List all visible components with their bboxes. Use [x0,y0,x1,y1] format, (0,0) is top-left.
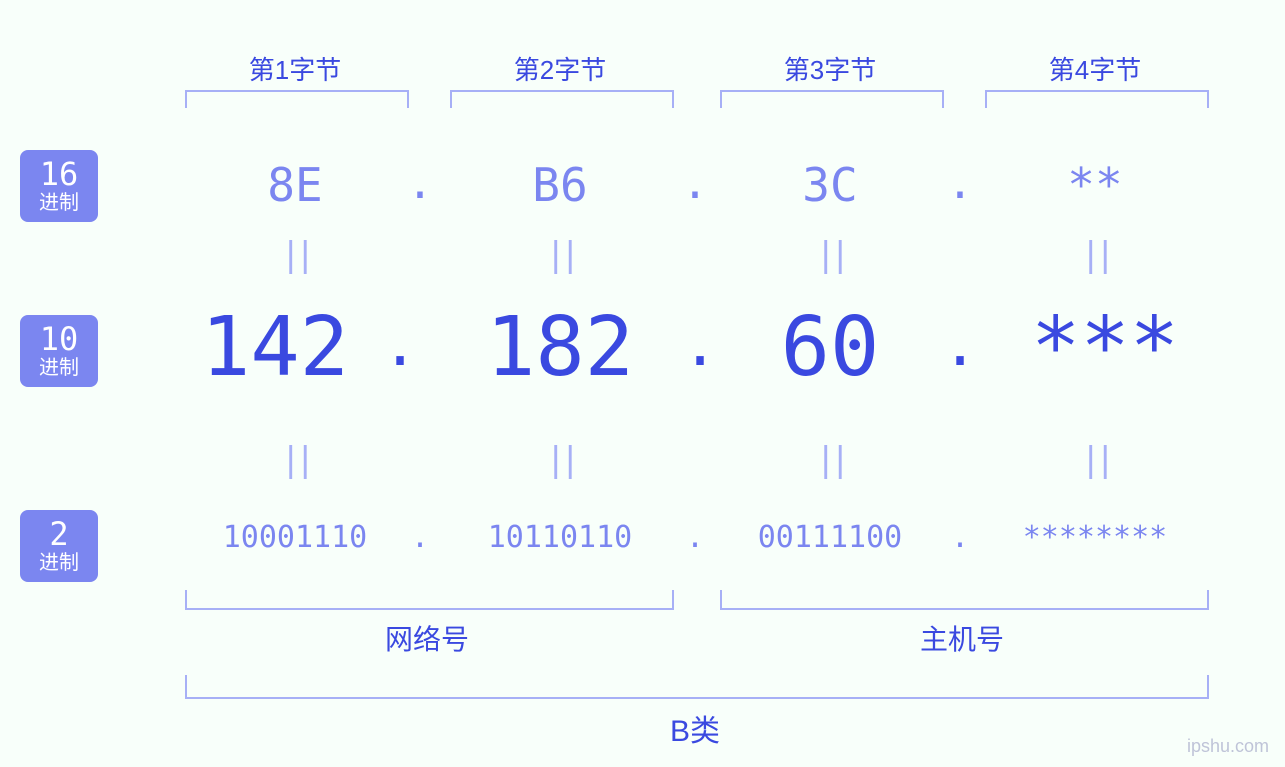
bin-dot-2: . [686,520,704,555]
bin-octet-4: ******** [1023,520,1168,555]
dec-dot-1: . [382,310,418,380]
top-bracket-1 [185,90,409,108]
hex-dot-3: . [947,158,974,209]
dec-dot-2: . [682,310,718,380]
equals-1-4: || [1081,235,1110,275]
dec-dot-3: . [942,310,978,380]
byte-header-3: 第3字节 [784,50,876,87]
bin-dot-3: . [951,520,969,555]
byte-header-1: 第1字节 [249,50,341,87]
network-label: 网络号 [385,618,469,658]
top-bracket-2 [450,90,674,108]
host-label: 主机号 [920,618,1004,658]
network-bracket [185,590,674,610]
dec-octet-2: 182 [486,300,634,395]
byte-header-4: 第4字节 [1049,50,1141,87]
equals-2-3: || [816,440,845,480]
bin-octet-2: 10110110 [488,520,633,555]
equals-2-4: || [1081,440,1110,480]
base-badge-dec: 10 进制 [20,315,98,387]
ip-diagram: 16 进制 10 进制 2 进制 第1字节 第2字节 第3字节 第4字节 8E … [0,0,1285,767]
host-bracket [720,590,1209,610]
bin-octet-1: 10001110 [223,520,368,555]
hex-octet-1: 8E [267,158,322,212]
class-bracket [185,675,1209,699]
dec-octet-3: 60 [781,300,880,395]
base-num-hex: 16 [40,158,79,192]
base-badge-bin: 2 进制 [20,510,98,582]
base-num-bin: 2 [49,518,68,552]
hex-dot-2: . [682,158,709,209]
top-bracket-3 [720,90,944,108]
equals-2-2: || [546,440,575,480]
dec-octet-4: *** [1031,300,1179,395]
bin-octet-3: 00111100 [758,520,903,555]
hex-octet-2: B6 [532,158,587,212]
hex-dot-1: . [407,158,434,209]
hex-octet-4: ** [1067,158,1122,212]
dec-octet-1: 142 [201,300,349,395]
base-label-bin: 进制 [39,553,79,574]
equals-2-1: || [281,440,310,480]
byte-header-2: 第2字节 [514,50,606,87]
watermark: ipshu.com [1187,736,1269,757]
base-label-hex: 进制 [39,193,79,214]
base-label-dec: 进制 [39,358,79,379]
class-label: B类 [670,706,720,750]
bin-dot-1: . [411,520,429,555]
base-badge-hex: 16 进制 [20,150,98,222]
base-num-dec: 10 [40,323,79,357]
equals-1-3: || [816,235,845,275]
equals-1-2: || [546,235,575,275]
hex-octet-3: 3C [802,158,857,212]
equals-1-1: || [281,235,310,275]
top-bracket-4 [985,90,1209,108]
